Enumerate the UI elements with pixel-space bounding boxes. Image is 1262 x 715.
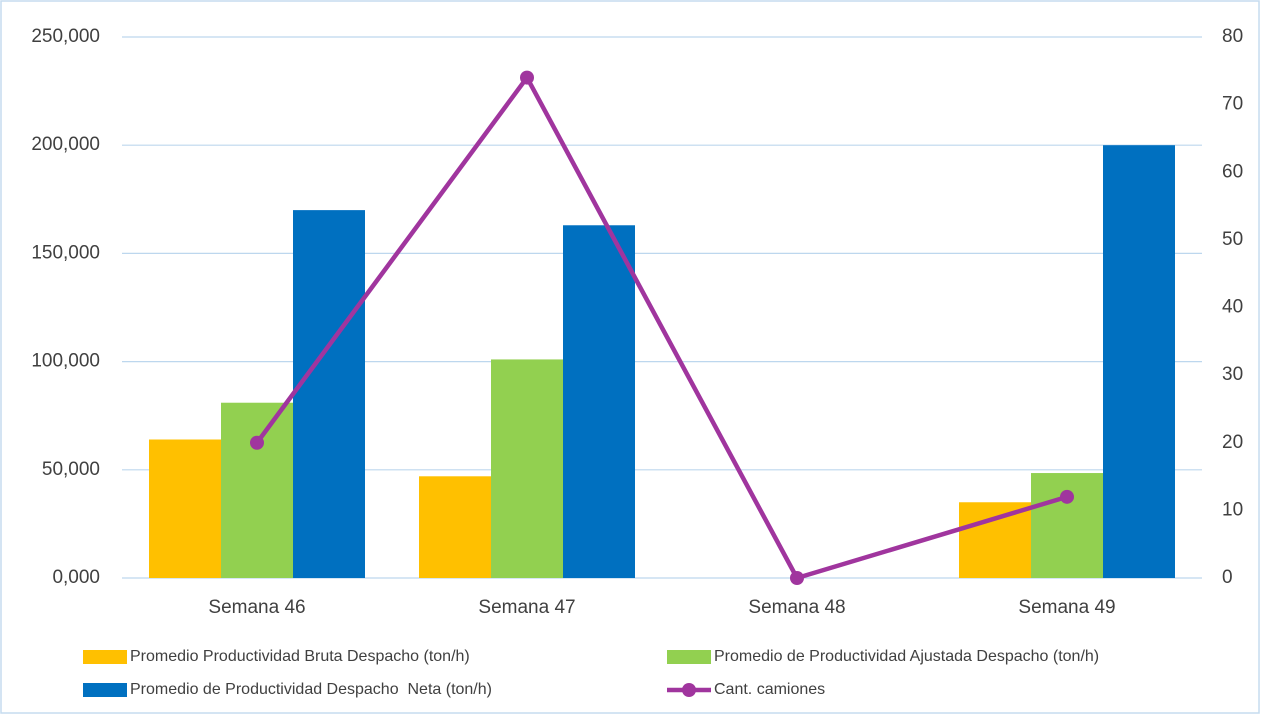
y2-tick-label: 0 xyxy=(1222,567,1233,588)
line-marker xyxy=(790,571,804,585)
y-tick-label: 50,000 xyxy=(42,459,100,480)
bar xyxy=(293,210,365,578)
y2-tick-label: 40 xyxy=(1222,297,1243,318)
bar xyxy=(491,359,563,578)
bar xyxy=(1103,145,1175,578)
bar xyxy=(563,225,635,578)
legend-marker xyxy=(682,683,696,697)
bar xyxy=(149,439,221,578)
y-tick-label: 0,000 xyxy=(52,567,100,588)
legend-swatch xyxy=(83,650,127,664)
y-tick-label: 100,000 xyxy=(31,351,100,372)
y2-tick-label: 80 xyxy=(1222,26,1243,47)
bar xyxy=(419,476,491,578)
line xyxy=(255,75,1068,581)
line-marker xyxy=(250,435,264,450)
y2-tick-label: 50 xyxy=(1222,229,1243,250)
y2-tick-label: 20 xyxy=(1222,432,1243,453)
legend-label: Promedio Productividad Bruta Despacho (t… xyxy=(130,648,470,665)
y2-tick-label: 10 xyxy=(1222,499,1243,520)
x-tick-label: Semana 47 xyxy=(478,597,575,618)
y2-tick-label: 30 xyxy=(1222,364,1243,385)
x-tick-label: Semana 49 xyxy=(1018,597,1115,618)
line-marker xyxy=(520,70,534,85)
legend-label: Promedio de Productividad Despacho Neta … xyxy=(130,681,492,698)
bar xyxy=(221,402,293,578)
y-tick-label: 250,000 xyxy=(31,26,100,47)
y2-tick-label: 60 xyxy=(1222,161,1243,182)
legend-swatch xyxy=(667,650,711,664)
bar xyxy=(959,502,1031,578)
x-tick-label: Semana 46 xyxy=(208,597,305,618)
legend-label: Promedio de Productividad Ajustada Despa… xyxy=(714,648,1099,665)
y2-tick-label: 70 xyxy=(1222,94,1243,115)
line-marker xyxy=(1060,489,1074,504)
bar xyxy=(1031,473,1103,578)
legend-label: Cant. camiones xyxy=(714,681,825,698)
y-tick-label: 200,000 xyxy=(31,134,100,155)
x-tick-label: Semana 48 xyxy=(748,597,845,618)
legend-swatch xyxy=(83,683,127,697)
y-tick-label: 150,000 xyxy=(31,242,100,263)
